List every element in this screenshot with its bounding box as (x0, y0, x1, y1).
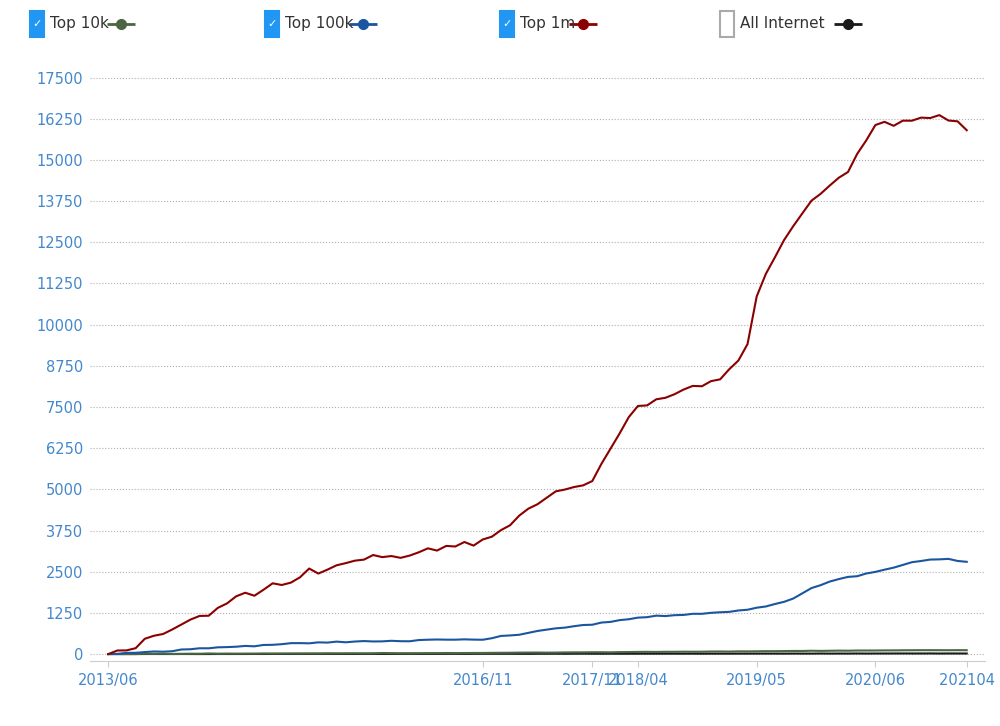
Text: ✓: ✓ (32, 19, 42, 29)
Text: Top 1m: Top 1m (520, 16, 575, 31)
Text: ✓: ✓ (502, 19, 512, 29)
FancyBboxPatch shape (720, 11, 734, 37)
FancyBboxPatch shape (265, 11, 279, 37)
FancyBboxPatch shape (30, 11, 44, 37)
Text: All Internet: All Internet (740, 16, 825, 31)
FancyBboxPatch shape (500, 11, 514, 37)
Text: Top 10k: Top 10k (50, 16, 109, 31)
Text: Top 100k: Top 100k (285, 16, 354, 31)
Text: ✓: ✓ (267, 19, 277, 29)
